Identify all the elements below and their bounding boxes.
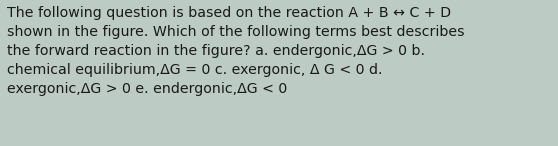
Text: The following question is based on the reaction A + B ↔ C + D
shown in the figur: The following question is based on the r… xyxy=(7,6,464,96)
